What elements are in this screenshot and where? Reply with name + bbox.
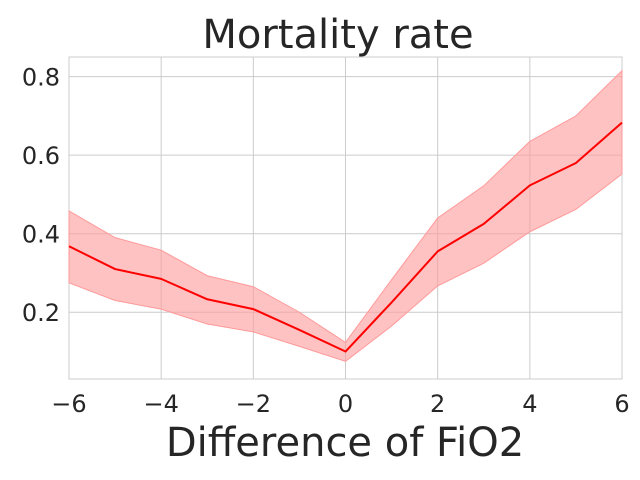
confidence-band: [68, 69, 623, 362]
x-tick-label: −6: [51, 390, 86, 418]
x-tick-label: −2: [236, 390, 271, 418]
x-ticks: −6 −4 −2 0 2 4 6: [51, 390, 629, 418]
x-tick-label: −4: [143, 390, 178, 418]
x-tick-label: 2: [430, 390, 445, 418]
y-tick-label: 0.6: [22, 142, 60, 170]
y-tick-label: 0.2: [22, 299, 60, 327]
y-tick-label: 0.4: [22, 221, 60, 249]
y-tick-label: 0.8: [22, 64, 60, 92]
confidence-band-area: [68, 69, 623, 362]
x-tick-label: 6: [614, 390, 629, 418]
x-tick-label: 0: [338, 390, 353, 418]
x-axis-label: Difference of FiO2: [166, 420, 524, 466]
chart-title: Mortality rate: [202, 12, 473, 58]
x-tick-label: 4: [522, 390, 537, 418]
y-ticks: 0.2 0.4 0.6 0.8: [22, 64, 60, 328]
series-line: [68, 121, 623, 353]
